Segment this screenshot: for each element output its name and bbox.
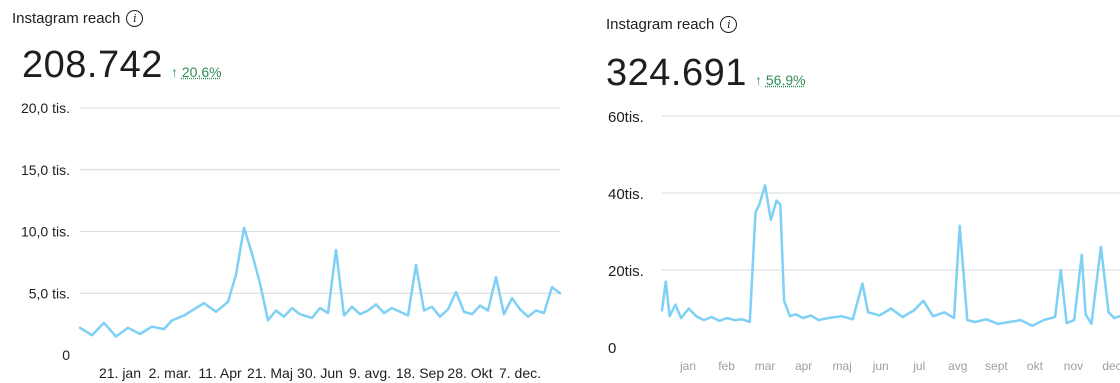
y-tick-label-right-2: 40tis. xyxy=(608,186,644,203)
x-tick-label-right-3: apr xyxy=(795,359,812,373)
x-tick-label-left-7: 28. Okt xyxy=(447,365,492,381)
x-tick-label-right-1: feb xyxy=(718,359,735,373)
y-tick-label-left-4: 20,0 tis. xyxy=(21,100,70,116)
reach-chart-left: 0 5,0 tis. 10,0 tis. 15,0 tis. 20,0 tis. 21. … xyxy=(21,100,562,381)
reach-line-left xyxy=(78,226,562,338)
y-tick-label-left-0: 0 xyxy=(62,347,70,363)
x-tick-label-left-1: 2. mar. xyxy=(149,365,192,381)
x-tick-label-right-7: avg xyxy=(948,359,967,373)
x-tick-label-left-3: 21. Maj xyxy=(247,365,293,381)
x-tick-label-left-0: 21. jan xyxy=(99,365,141,381)
y-tick-label-right-1: 20tis. xyxy=(608,263,644,280)
x-tick-label-left-6: 18. Sep xyxy=(396,365,444,381)
chart-header-left: Instagram reach i xyxy=(12,10,144,27)
x-tick-label-left-8: 7. dec. xyxy=(499,365,541,381)
x-tick-label-right-2: mar xyxy=(755,359,776,373)
up-arrow-icon: ↑ xyxy=(170,64,178,80)
change-percent-right[interactable]: 56.9% xyxy=(765,72,806,88)
total-reach-right: 324.691 ↑ 56.9% xyxy=(606,52,806,95)
y-tick-label-left-1: 5,0 tis. xyxy=(29,285,70,301)
x-tick-label-right-6: jul xyxy=(912,359,925,373)
up-arrow-icon: ↑ xyxy=(754,72,762,88)
info-icon[interactable]: i xyxy=(720,16,738,33)
x-tick-label-left-5: 9. avg. xyxy=(349,365,391,381)
y-tick-label-right-3: 60tis. xyxy=(608,109,644,126)
x-tick-label-left-2: 11. Apr xyxy=(198,365,242,381)
y-tick-label-left-2: 10,0 tis. xyxy=(21,224,70,240)
reach-chart-right: 0 20tis. 40tis. 60tis. jan feb mar apr maj jun jul… xyxy=(608,109,1120,373)
chart-header-right: Instagram reach i xyxy=(606,16,738,33)
total-value-right: 324.691 xyxy=(606,52,747,94)
x-tick-label-right-5: jun xyxy=(872,359,889,373)
x-tick-label-right-11: dec xyxy=(1102,359,1120,373)
x-tick-label-right-9: okt xyxy=(1027,359,1044,373)
total-reach-left: 208.742 ↑ 20.6% xyxy=(22,44,222,87)
y-tick-label-right-0: 0 xyxy=(608,340,616,357)
change-percent-left[interactable]: 20.6% xyxy=(181,64,222,80)
info-icon[interactable]: i xyxy=(126,10,144,27)
x-tick-label-right-0: jan xyxy=(679,359,696,373)
x-tick-label-left-4: 30. Jun xyxy=(297,365,343,381)
chart-title-left: Instagram reach xyxy=(12,10,121,27)
y-tick-label-left-3: 15,0 tis. xyxy=(21,162,70,178)
chart-title-right: Instagram reach xyxy=(606,16,715,33)
reach-line-right xyxy=(660,184,1120,328)
x-tick-label-right-4: maj xyxy=(833,359,852,373)
x-tick-label-right-10: nov xyxy=(1064,359,1083,373)
x-tick-label-right-8: sept xyxy=(985,359,1008,373)
chart-panel-left: Instagram reach i 208.742 ↑ 20.6% 0 5,0 t… xyxy=(12,10,562,381)
total-value-left: 208.742 xyxy=(22,44,163,86)
chart-panel-right: Instagram reach i 324.691 ↑ 56.9% 0 20tis… xyxy=(600,0,1120,383)
